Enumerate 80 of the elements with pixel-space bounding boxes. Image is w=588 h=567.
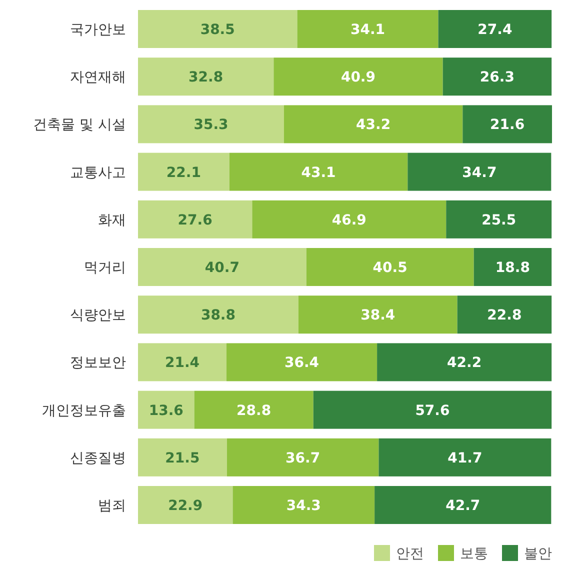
data-label: 43.2 [356,117,391,134]
data-label: 42.7 [446,498,480,514]
data-label: 25.5 [482,212,516,228]
y-tick-label: 자연재해 [70,70,126,86]
bar [229,152,408,191]
legend-label: 안전 [396,546,424,562]
bar [446,200,552,238]
data-label: 36.4 [284,355,320,372]
y-tick-label: 정보보안 [70,355,126,372]
data-label: 22.8 [487,308,522,324]
data-label: 40.5 [372,260,408,276]
bar [226,438,379,476]
data-label: 21.5 [165,450,200,466]
data-label: 22.1 [166,164,201,181]
bar [138,390,194,429]
bar [284,105,463,144]
y-tick-label: 개인정보유출 [42,402,126,419]
bar [138,486,233,524]
data-label: 34.7 [462,164,497,181]
y-tick-label: 교통사고 [70,164,126,181]
bar [138,248,306,286]
data-label: 27.4 [478,22,512,38]
bar [297,10,438,48]
y-tick-label: 식량안보 [70,308,126,324]
data-label: 22.9 [168,498,203,514]
data-label: 27.6 [178,212,212,228]
bar [138,58,274,96]
bar [377,343,552,382]
bar [232,486,375,524]
bar [252,200,446,238]
bar [138,10,298,48]
bar [378,438,552,476]
bar [226,343,378,382]
data-label: 26.3 [480,70,514,86]
bar [438,10,552,48]
bar [298,296,458,334]
bar [442,58,552,96]
data-label: 38.5 [200,22,235,38]
data-label: 38.8 [200,308,236,324]
data-label: 36.7 [286,450,320,466]
y-tick-label: 화재 [98,212,126,228]
legend-label: 불안 [524,546,552,562]
data-label: 34.1 [350,22,386,38]
y-tick-label: 신종질병 [70,450,126,466]
data-label: 42.2 [447,355,482,372]
bar [194,390,314,429]
bar [313,390,552,429]
data-label: 40.9 [340,70,376,86]
data-label: 13.6 [148,402,184,419]
data-label: 18.8 [495,260,530,276]
data-label: 40.7 [204,260,240,276]
y-tick-label: 국가안보 [70,22,126,38]
data-label: 57.6 [415,402,450,419]
legend-label: 보통 [460,546,488,562]
bar [457,296,552,334]
data-label: 21.4 [164,355,200,372]
bar [138,152,230,191]
bar [138,343,227,382]
bar [462,105,552,144]
bar [138,296,298,334]
bar [138,105,284,144]
data-label: 21.6 [490,117,525,134]
data-label: 34.3 [286,498,321,514]
data-label: 32.8 [188,70,224,86]
y-tick-label: 먹거리 [84,260,126,276]
y-tick-label: 범죄 [98,498,126,514]
bar [274,58,443,96]
bar [138,200,252,238]
bar [474,248,552,286]
data-label: 43.1 [301,164,336,181]
data-label: 41.7 [448,450,482,466]
bar [374,486,552,524]
data-label: 38.4 [360,308,396,324]
data-label: 35.3 [194,117,228,134]
data-label: 46.9 [332,212,366,228]
data-label: 28.8 [236,402,272,419]
bar [306,248,474,286]
bar [408,152,552,191]
bar [138,438,227,476]
y-tick-label: 건축물 및 시설 [33,117,126,134]
